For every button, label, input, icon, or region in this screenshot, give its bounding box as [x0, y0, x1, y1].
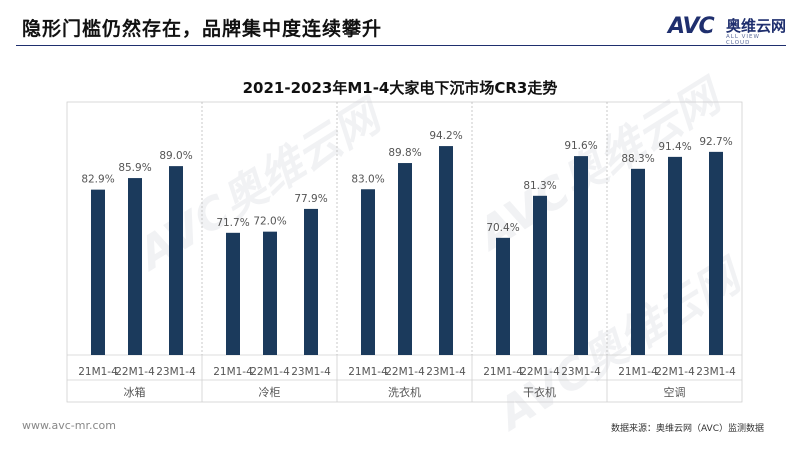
group-label: 干衣机: [523, 385, 556, 399]
header-divider: [16, 45, 786, 46]
data-label: 83.0%: [351, 173, 384, 185]
bar-洗衣机-22M1-4: [398, 163, 412, 355]
data-label: 77.9%: [294, 193, 327, 205]
data-label: 92.7%: [699, 136, 732, 148]
bar-冰箱-21M1-4: [91, 189, 105, 355]
x-tick-label: 21M1-4: [483, 366, 523, 378]
data-label: 91.6%: [564, 140, 597, 152]
x-tick-label: 22M1-4: [115, 366, 155, 378]
x-tick-label: 23M1-4: [291, 366, 331, 378]
x-tick-label: 22M1-4: [520, 366, 560, 378]
bar-空调-23M1-4: [709, 151, 723, 355]
x-tick-label: 23M1-4: [696, 366, 736, 378]
data-label: 89.0%: [159, 150, 192, 162]
logo-name-en: ALL VIEW CLOUD: [726, 34, 760, 46]
logo-mark: AVC: [668, 14, 715, 39]
x-tick-label: 22M1-4: [250, 366, 290, 378]
x-tick-label: 21M1-4: [78, 366, 118, 378]
x-tick-label: 22M1-4: [655, 366, 695, 378]
bar-干衣机-23M1-4: [574, 156, 588, 355]
data-label: 94.2%: [429, 130, 462, 142]
data-label: 91.4%: [658, 141, 691, 153]
data-label: 88.3%: [621, 153, 654, 165]
bar-洗衣机-21M1-4: [361, 189, 375, 355]
chart-title: 2021-2023年M1-4大家电下沉市场CR3走势: [242, 79, 558, 97]
footer-url: www.avc-mr.com: [22, 419, 116, 432]
group-label: 洗衣机: [388, 385, 421, 399]
group-label: 冷柜: [259, 386, 281, 399]
x-tick-label: 23M1-4: [561, 366, 601, 378]
avc-logo: AVC 奥维云网 ALL VIEW CLOUD: [668, 12, 786, 46]
data-label: 85.9%: [118, 162, 151, 174]
plot-frame: [66, 101, 743, 403]
bar-干衣机-21M1-4: [496, 237, 510, 355]
bar-洗衣机-23M1-4: [439, 146, 453, 355]
bar-冷柜-23M1-4: [304, 208, 318, 355]
x-tick-label: 21M1-4: [213, 366, 253, 378]
x-tick-label: 23M1-4: [426, 366, 466, 378]
x-tick-label: 21M1-4: [348, 366, 388, 378]
data-label: 70.4%: [486, 222, 519, 234]
data-label: 72.0%: [253, 216, 286, 228]
page-title: 隐形门槛仍然存在，品牌集中度连续攀升: [22, 18, 383, 40]
bar-冰箱-22M1-4: [128, 178, 142, 355]
data-label: 81.3%: [523, 180, 556, 192]
bar-冰箱-23M1-4: [169, 166, 183, 355]
x-tick-label: 21M1-4: [618, 366, 658, 378]
bar-干衣机-22M1-4: [533, 195, 547, 355]
data-label: 71.7%: [216, 217, 249, 229]
data-label: 89.8%: [388, 147, 421, 159]
bar-空调-22M1-4: [668, 156, 682, 355]
logo-name-cn: 奥维云网: [726, 17, 787, 35]
x-tick-label: 23M1-4: [156, 366, 196, 378]
data-label: 82.9%: [81, 174, 114, 186]
group-label: 空调: [664, 385, 686, 399]
group-label: 冰箱: [124, 385, 146, 399]
bar-空调-21M1-4: [631, 168, 645, 355]
x-tick-label: 22M1-4: [385, 366, 425, 378]
bar-冷柜-22M1-4: [263, 231, 277, 355]
bar-冷柜-21M1-4: [226, 232, 240, 355]
data-source-note: 数据来源：奥维云网（AVC）监测数据: [610, 424, 764, 434]
